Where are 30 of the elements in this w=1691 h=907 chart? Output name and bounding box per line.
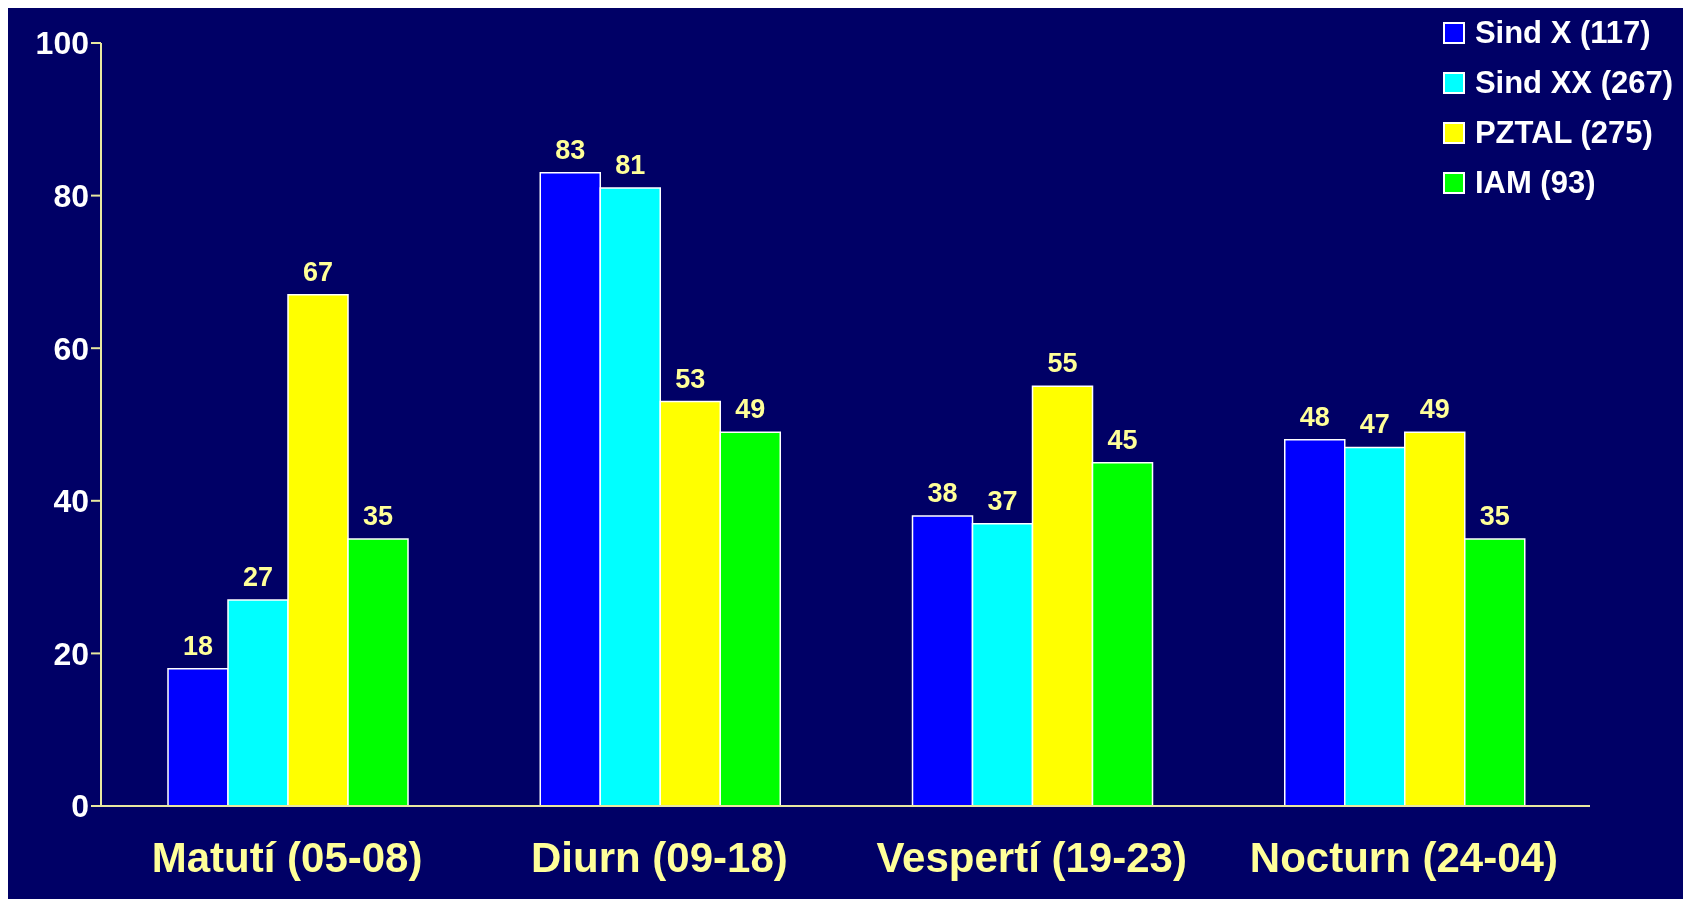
x-tick-label: Diurn (09-18) [531,833,788,881]
data-label: 35 [1479,500,1510,531]
legend-label: PZTAL (275) [1474,115,1653,151]
data-label: 49 [1419,394,1450,425]
x-tick-label: Nocturn (24-04) [1249,833,1558,881]
x-tick-label: Vespertí (19-23) [876,833,1187,881]
data-label: 49 [735,394,766,425]
legend-label: Sind XX (267) [1474,65,1673,101]
data-label: 83 [555,134,586,165]
data-label: 48 [1299,401,1330,432]
y-tick-label: 0 [71,788,89,825]
y-tick-label: 20 [53,635,89,672]
data-label: 37 [987,485,1018,516]
data-label: 81 [615,149,646,180]
data-label: 27 [242,561,274,592]
x-tick-label: Matutí (05-08) [151,833,423,881]
data-label: 67 [302,256,334,287]
y-tick-label: 40 [53,483,89,520]
data-label: 18 [182,630,214,661]
data-label: 55 [1047,348,1078,379]
y-tick-label: 60 [53,330,89,367]
data-label: 47 [1359,409,1390,440]
legend-label: Sind X (117) [1474,15,1651,51]
data-label: 53 [675,363,706,394]
data-label: 45 [1107,424,1138,455]
data-label: 35 [362,500,394,531]
y-tick-label: 80 [53,177,89,214]
data-label: 38 [927,478,958,509]
y-tick-label: 100 [35,25,89,62]
legend-label: IAM (93) [1474,165,1596,201]
